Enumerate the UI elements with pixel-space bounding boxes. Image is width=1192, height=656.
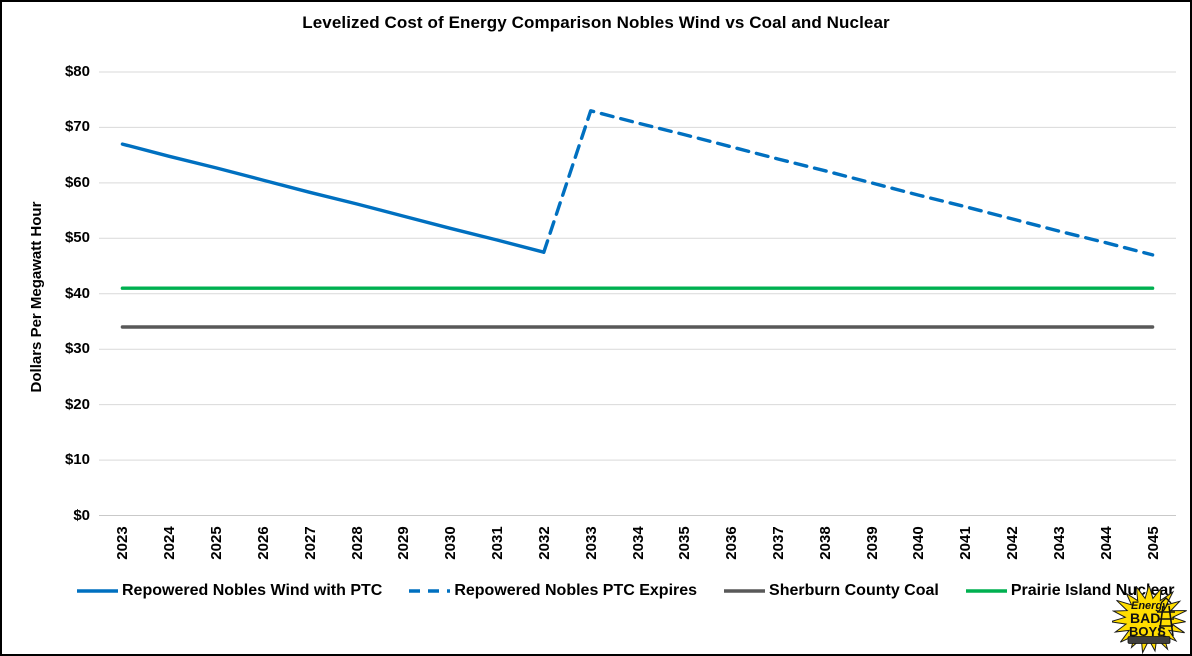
x-axis-tick-label: 2037 xyxy=(769,526,787,560)
x-axis-tick-label: 2023 xyxy=(114,526,132,560)
x-axis-tick-label: 2045 xyxy=(1144,526,1162,560)
y-axis-tick-label: $70 xyxy=(64,118,90,136)
x-axis-tick-label: 2041 xyxy=(957,526,975,560)
x-axis-tick-label: 2038 xyxy=(816,526,834,560)
x-axis-tick-label: 2036 xyxy=(723,526,741,560)
x-axis-tick-label: 2031 xyxy=(489,526,507,560)
solid-line-swatch-icon xyxy=(77,589,118,593)
x-axis-tick-label: 2026 xyxy=(254,526,272,560)
legend-label: Prairie Island Nuclear xyxy=(1010,582,1175,599)
legend-label: Repowered Nobles PTC Expires xyxy=(454,582,698,599)
series-line-repowered-nobles-ptc-expires xyxy=(542,109,1155,257)
legend-label: Sherburn County Coal xyxy=(769,582,939,599)
legend-item-prairie-island-nuclear: Prairie Island Nuclear xyxy=(965,582,1175,600)
y-axis-tick-label: $60 xyxy=(64,173,90,191)
x-axis-tick-label: 2044 xyxy=(1097,526,1115,560)
y-axis-tick-label: $10 xyxy=(64,451,90,469)
x-axis-tick-label: 2032 xyxy=(535,526,553,560)
legend-item-repowered-nobles-ptc-expires: Repowered Nobles PTC Expires xyxy=(408,582,697,600)
x-axis-tick-label: 2040 xyxy=(910,526,928,560)
chart-title: Levelized Cost of Energy Comparison Nobl… xyxy=(302,13,890,32)
legend-item-sherburn-county-coal: Sherburn County Coal xyxy=(723,582,939,600)
chart-legend: Repowered Nobles Wind with PTC Repowered … xyxy=(76,582,1174,600)
energy-bad-boys-logo: Energy BAD BOYS xyxy=(1112,586,1187,654)
y-axis-tick-label: $30 xyxy=(64,340,90,358)
x-axis-tick-label: 2035 xyxy=(676,526,694,560)
x-axis-tick-label: 2039 xyxy=(863,526,881,560)
x-axis-tick-label: 2024 xyxy=(161,526,179,560)
transmission-tower-icon xyxy=(1157,597,1175,637)
x-axis-tick-label: 2042 xyxy=(1004,526,1022,560)
solid-line-swatch-icon xyxy=(724,589,766,593)
legend-label: Repowered Nobles Wind with PTC xyxy=(122,582,383,599)
legend-item-repowered-nobles-wind-with-ptc: Repowered Nobles Wind with PTC xyxy=(76,582,382,600)
series-line-repowered-nobles-wind-with-ptc xyxy=(120,142,546,254)
logo-text-energy: Energy xyxy=(1131,600,1169,612)
logo-text-bad: BAD xyxy=(1130,610,1160,626)
y-axis-tick-label: $80 xyxy=(64,63,90,80)
x-axis-tick-label: 2034 xyxy=(629,526,647,560)
x-axis-tick-label: 2028 xyxy=(348,526,366,560)
x-axis-tick-label: 2033 xyxy=(582,526,600,560)
dashed-line-swatch-icon xyxy=(409,589,451,593)
logo-banner xyxy=(1127,636,1171,644)
y-axis-tick-label: $50 xyxy=(64,229,90,247)
x-axis-tick-label: 2025 xyxy=(208,526,226,560)
y-axis-tick-label: $0 xyxy=(73,506,90,524)
y-axis-tick-label: $20 xyxy=(64,395,90,413)
x-axis-tick-label: 2029 xyxy=(395,526,413,560)
x-axis-tick-label: 2027 xyxy=(301,526,319,560)
y-axis-tick-label: $40 xyxy=(64,284,90,302)
x-axis-tick-label: 2043 xyxy=(1050,526,1068,560)
x-axis-tick-label: 2030 xyxy=(442,526,460,560)
logo-text-boys: BOYS xyxy=(1129,624,1166,639)
solid-line-swatch-icon xyxy=(965,589,1007,593)
